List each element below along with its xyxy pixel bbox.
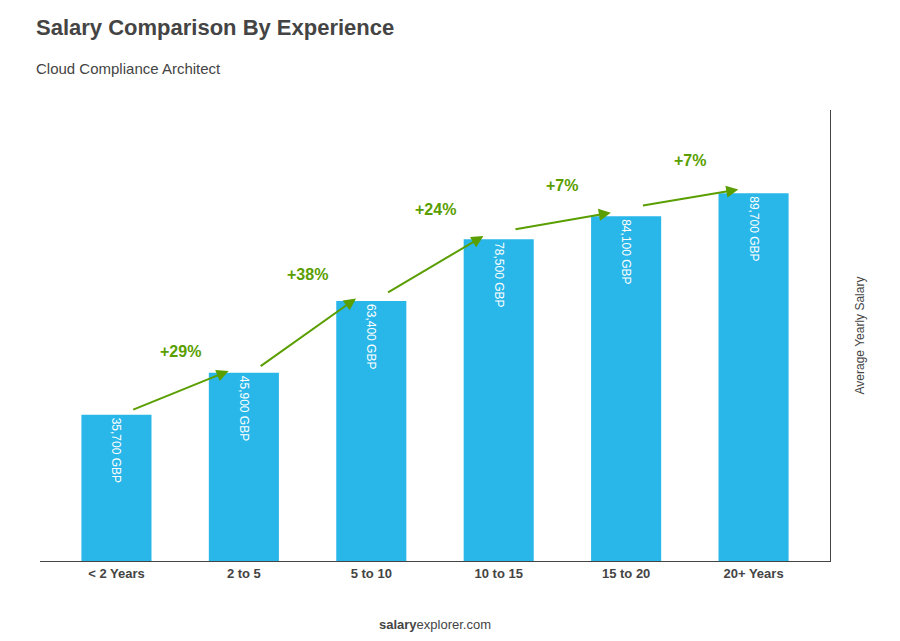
svg-text:+38%: +38% [287,266,328,283]
svg-text:+24%: +24% [415,201,456,218]
svg-text:+29%: +29% [160,343,201,360]
svg-text:45,900 GBP: 45,900 GBP [237,376,251,441]
svg-text:2 to 5: 2 to 5 [227,566,261,581]
svg-text:10 to 15: 10 to 15 [474,566,522,581]
svg-text:89,700 GBP: 89,700 GBP [747,196,761,261]
svg-text:5 to 10: 5 to 10 [351,566,392,581]
svg-text:84,100 GBP: 84,100 GBP [619,219,633,284]
svg-text:35,700 GBP: 35,700 GBP [109,418,123,483]
svg-text:20+ Years: 20+ Years [723,566,783,581]
svg-text:salaryexplorer.com: salaryexplorer.com [379,617,491,632]
svg-text:+7%: +7% [674,152,706,169]
svg-text:78,500 GBP: 78,500 GBP [492,242,506,307]
svg-text:Cloud Compliance Architect: Cloud Compliance Architect [36,60,221,77]
svg-text:15 to 20: 15 to 20 [602,566,650,581]
svg-text:Salary Comparison By Experienc: Salary Comparison By Experience [36,15,394,40]
svg-text:63,400 GBP: 63,400 GBP [364,304,378,369]
svg-text:+7%: +7% [546,177,578,194]
svg-text:< 2 Years: < 2 Years [88,566,145,581]
svg-text:Average Yearly Salary: Average Yearly Salary [853,277,867,395]
